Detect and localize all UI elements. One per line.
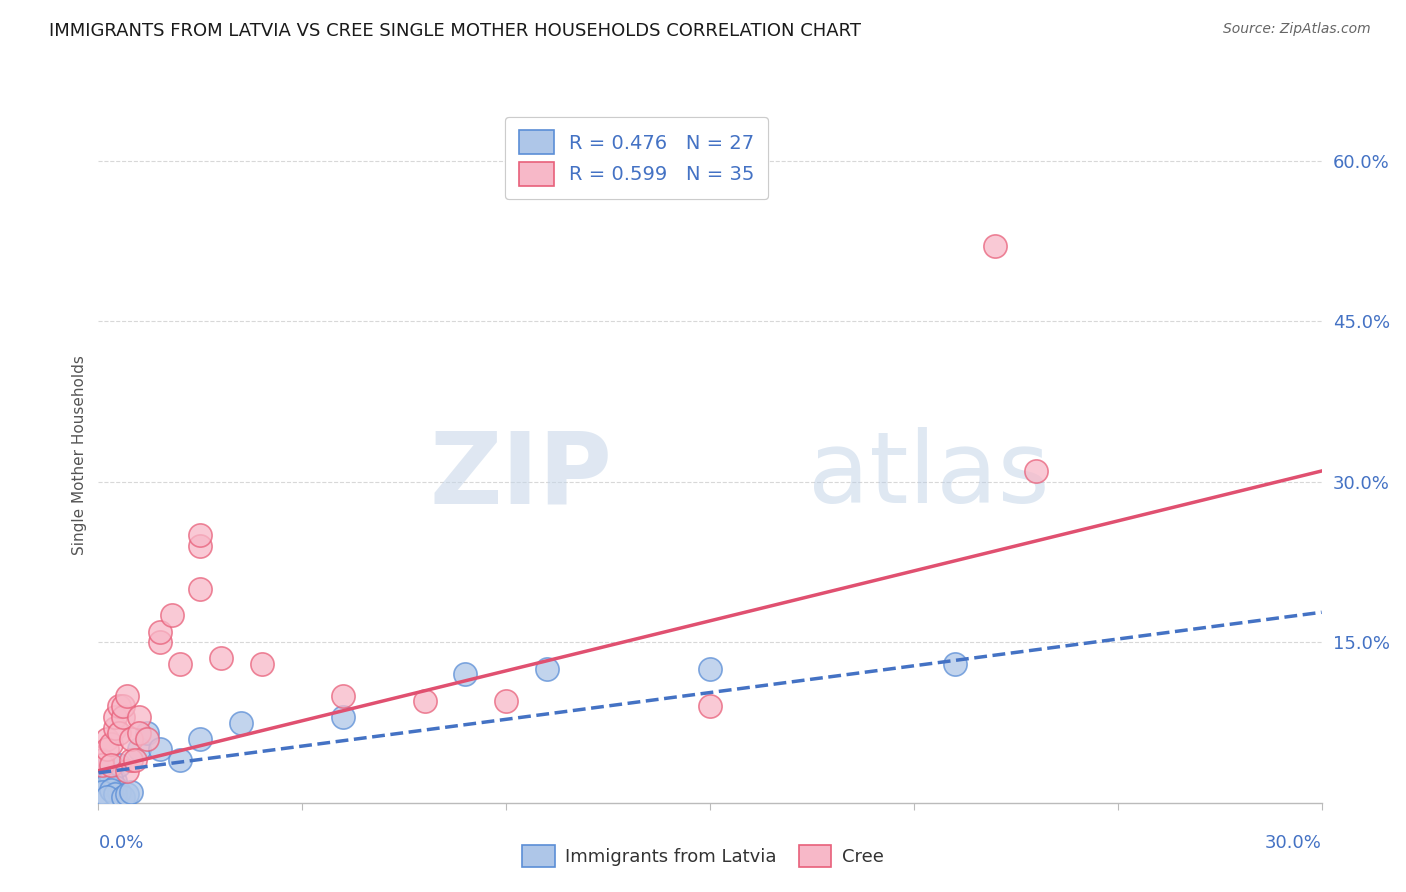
Text: 30.0%: 30.0% <box>1265 834 1322 852</box>
Point <box>96 765 118 780</box>
Point <box>104 787 127 801</box>
Point <box>104 721 127 735</box>
Legend: Immigrants from Latvia, Cree: Immigrants from Latvia, Cree <box>515 838 891 874</box>
Point <box>100 758 122 772</box>
Point <box>91 758 114 772</box>
Point <box>104 774 127 789</box>
Point <box>96 776 118 790</box>
Point <box>136 726 159 740</box>
Point <box>149 742 172 756</box>
Point <box>108 699 131 714</box>
Point <box>111 710 134 724</box>
Point <box>120 785 142 799</box>
Point <box>108 726 131 740</box>
Text: 0.0%: 0.0% <box>98 834 143 852</box>
Point <box>160 608 183 623</box>
Point <box>108 758 131 772</box>
Point <box>120 753 142 767</box>
Point <box>115 689 138 703</box>
Point <box>120 731 142 746</box>
Point <box>136 731 159 746</box>
Point <box>111 790 134 805</box>
Point <box>1025 464 1047 478</box>
Point <box>188 539 212 553</box>
Point <box>454 667 477 681</box>
Point <box>188 582 212 596</box>
Text: IMMIGRANTS FROM LATVIA VS CREE SINGLE MOTHER HOUSEHOLDS CORRELATION CHART: IMMIGRANTS FROM LATVIA VS CREE SINGLE MO… <box>49 22 862 40</box>
Text: ZIP: ZIP <box>429 427 612 524</box>
Point <box>250 657 273 671</box>
Point <box>91 785 114 799</box>
Point <box>115 787 138 801</box>
Point <box>124 753 146 767</box>
Point <box>96 790 118 805</box>
Point <box>115 764 138 778</box>
Point <box>188 731 212 746</box>
Point <box>495 694 517 708</box>
Point <box>332 710 354 724</box>
Point <box>169 753 191 767</box>
Point <box>943 657 966 671</box>
Point <box>128 742 150 756</box>
Text: atlas: atlas <box>808 427 1049 524</box>
Point <box>209 651 232 665</box>
Point <box>100 783 122 797</box>
Point <box>699 662 721 676</box>
Point <box>231 715 253 730</box>
Point <box>100 769 122 783</box>
Point <box>100 772 122 787</box>
Point <box>169 657 191 671</box>
Point <box>96 731 118 746</box>
Point <box>91 753 114 767</box>
Point <box>332 689 354 703</box>
Text: Source: ZipAtlas.com: Source: ZipAtlas.com <box>1223 22 1371 37</box>
Point <box>111 699 134 714</box>
Point <box>108 785 131 799</box>
Point <box>188 528 212 542</box>
Point <box>413 694 436 708</box>
Point <box>128 726 150 740</box>
Point <box>100 737 122 751</box>
Point <box>984 239 1007 253</box>
Point <box>128 710 150 724</box>
Point <box>104 780 127 794</box>
Point <box>536 662 558 676</box>
Point <box>104 710 127 724</box>
Point <box>149 635 172 649</box>
Legend: R = 0.476   N = 27, R = 0.599   N = 35: R = 0.476 N = 27, R = 0.599 N = 35 <box>505 117 768 199</box>
Point <box>699 699 721 714</box>
Y-axis label: Single Mother Households: Single Mother Households <box>72 355 87 555</box>
Point <box>96 742 118 756</box>
Point <box>149 624 172 639</box>
Point <box>91 764 114 778</box>
